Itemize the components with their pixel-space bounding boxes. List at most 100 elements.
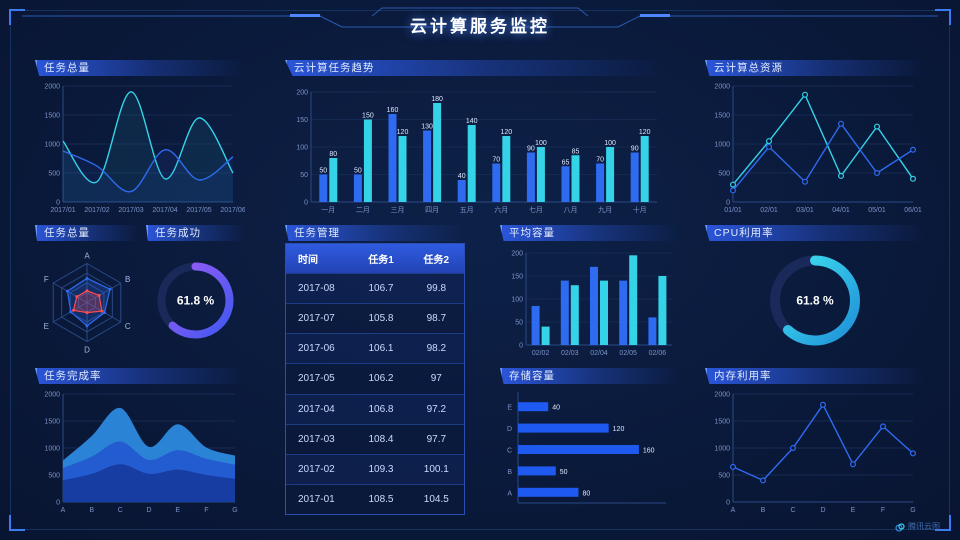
memory-header: 内存利用率 (705, 368, 925, 384)
table-row: 2017-06 106.1 98.2 (286, 333, 464, 364)
svg-text:四月: 四月 (425, 206, 439, 214)
svg-text:二月: 二月 (356, 206, 370, 214)
svg-text:1500: 1500 (714, 419, 730, 426)
svg-text:100: 100 (535, 140, 547, 147)
table-cell: 2017-07 (298, 313, 335, 325)
svg-text:02/04: 02/04 (590, 350, 608, 357)
svg-text:1000: 1000 (44, 142, 60, 149)
svg-text:D: D (507, 426, 512, 433)
panel-avg-capacity: 平均容量 0 50 100 150 200 02/02 02/03 02/04 02/05 02/… (500, 225, 680, 358)
svg-text:05/01: 05/01 (868, 207, 886, 214)
panel-cloud-resources: 云计算总资源 0 500 1000 1500 2000 01/01 02/01 03/01 04… (705, 60, 925, 215)
svg-text:85: 85 (572, 148, 580, 155)
table-row: 2017-08 106.7 99.8 (286, 273, 464, 304)
svg-text:80: 80 (329, 151, 337, 158)
svg-text:02/03: 02/03 (561, 350, 579, 357)
svg-text:1500: 1500 (44, 419, 60, 426)
tencent-cloud-logo-icon (895, 522, 905, 532)
svg-text:02/02: 02/02 (532, 350, 550, 357)
table-header-cell: 时间 (298, 255, 318, 267)
task-trend-bar-chart: 0 50 100 150 200 一月 50 80 二月 50 150 三月 160 120 四月 130 18… (285, 78, 665, 215)
svg-text:七月: 七月 (529, 205, 543, 214)
svg-text:0: 0 (56, 500, 60, 507)
svg-text:1000: 1000 (44, 446, 60, 453)
svg-text:0: 0 (726, 500, 730, 507)
svg-text:65: 65 (562, 159, 570, 166)
table-cell: 2017-06 (298, 343, 335, 355)
svg-text:1500: 1500 (44, 113, 60, 120)
table-cell: 2017-03 (298, 433, 335, 445)
table-cell: 98.7 (426, 313, 447, 325)
table-cell: 106.8 (368, 403, 394, 415)
avg-capacity-title: 平均容量 (509, 227, 555, 239)
panel-task-success: 任务成功 61.8 % (146, 225, 245, 358)
table-cell: 2017-08 (298, 283, 335, 295)
svg-text:150: 150 (511, 274, 523, 281)
table-cell: 106.7 (368, 283, 394, 295)
svg-text:120: 120 (639, 129, 651, 136)
svg-text:F: F (44, 275, 49, 284)
svg-text:200: 200 (511, 251, 523, 258)
svg-text:500: 500 (718, 473, 730, 480)
table-cell: 2017-04 (298, 403, 335, 415)
table-cell: 105.8 (368, 313, 394, 325)
svg-text:04/01: 04/01 (832, 207, 850, 214)
svg-text:C: C (507, 448, 512, 455)
table-header-cell: 任务2 (423, 255, 450, 267)
storage-hbar-chart: E 40 D 120 C 160 B 50 A 80 (500, 386, 680, 515)
avg-capacity-header: 平均容量 (500, 225, 680, 241)
task-total-line-header: 任务总量 (35, 60, 245, 76)
svg-text:90: 90 (527, 146, 535, 153)
table-cell: 2017-05 (298, 373, 335, 385)
table-cell: 104.5 (423, 493, 449, 505)
table-cell: 106.1 (368, 343, 394, 355)
page-title: 云计算服务监控 (410, 17, 550, 36)
svg-text:D: D (84, 346, 90, 355)
table-cell: 2017-02 (298, 463, 335, 475)
svg-text:九月: 九月 (598, 205, 612, 214)
svg-text:0: 0 (56, 200, 60, 207)
storage-title: 存储容量 (509, 370, 555, 382)
svg-text:2000: 2000 (714, 392, 730, 399)
svg-text:01/01: 01/01 (724, 207, 742, 214)
panel-task-total-line: 任务总量 0 500 1000 1500 2000 2017/01 2017/02 2017/… (35, 60, 245, 215)
panel-task-table: 任务管理 时间 任务1 任务2 2017-08 106.7 99.8 2017-07 105.… (285, 225, 465, 515)
svg-text:2017/05: 2017/05 (186, 207, 211, 214)
task-trend-header: 云计算任务趋势 (285, 60, 665, 76)
svg-text:2017/03: 2017/03 (118, 207, 143, 214)
table-header-cell: 任务1 (368, 255, 394, 267)
svg-text:500: 500 (48, 473, 60, 480)
table-cell: 109.3 (368, 463, 394, 475)
cpu-usage-gauge: 61.8 % (705, 243, 925, 358)
svg-text:A: A (84, 252, 90, 261)
svg-text:2000: 2000 (714, 84, 730, 91)
svg-text:200: 200 (296, 90, 308, 97)
svg-text:100: 100 (511, 297, 523, 304)
svg-text:B: B (761, 507, 766, 514)
panel-storage: 存储容量 E 40 D 120 C 160 B 50 A 80 (500, 368, 680, 515)
svg-text:61.8 %: 61.8 % (796, 294, 834, 308)
svg-text:五月: 五月 (460, 206, 474, 214)
table-cell: 97 (430, 373, 442, 385)
svg-text:E: E (175, 507, 180, 514)
svg-text:F: F (881, 507, 885, 514)
svg-text:06/01: 06/01 (904, 207, 922, 214)
panel-header-accent (146, 225, 245, 241)
svg-text:50: 50 (300, 172, 308, 179)
table-cell: 99.8 (426, 283, 447, 295)
svg-text:50: 50 (560, 469, 568, 476)
svg-text:C: C (790, 507, 795, 514)
task-total-line-title: 任务总量 (44, 62, 90, 74)
svg-text:130: 130 (421, 124, 433, 131)
table-row: 2017-04 106.8 97.2 (286, 393, 464, 424)
svg-text:2017/01: 2017/01 (50, 207, 75, 214)
table-cell: 98.2 (426, 343, 447, 355)
svg-text:150: 150 (296, 117, 308, 124)
svg-text:50: 50 (515, 320, 523, 327)
svg-text:70: 70 (492, 157, 500, 164)
panel-task-radar: 任务总量 A B C D E F (35, 225, 139, 358)
svg-text:一月: 一月 (321, 206, 335, 214)
avg-capacity-bar-chart: 0 50 100 150 200 02/02 02/03 02/04 02/05 02/06 (500, 243, 680, 358)
tencent-cloud-watermark: 腾讯云图 (895, 521, 940, 532)
